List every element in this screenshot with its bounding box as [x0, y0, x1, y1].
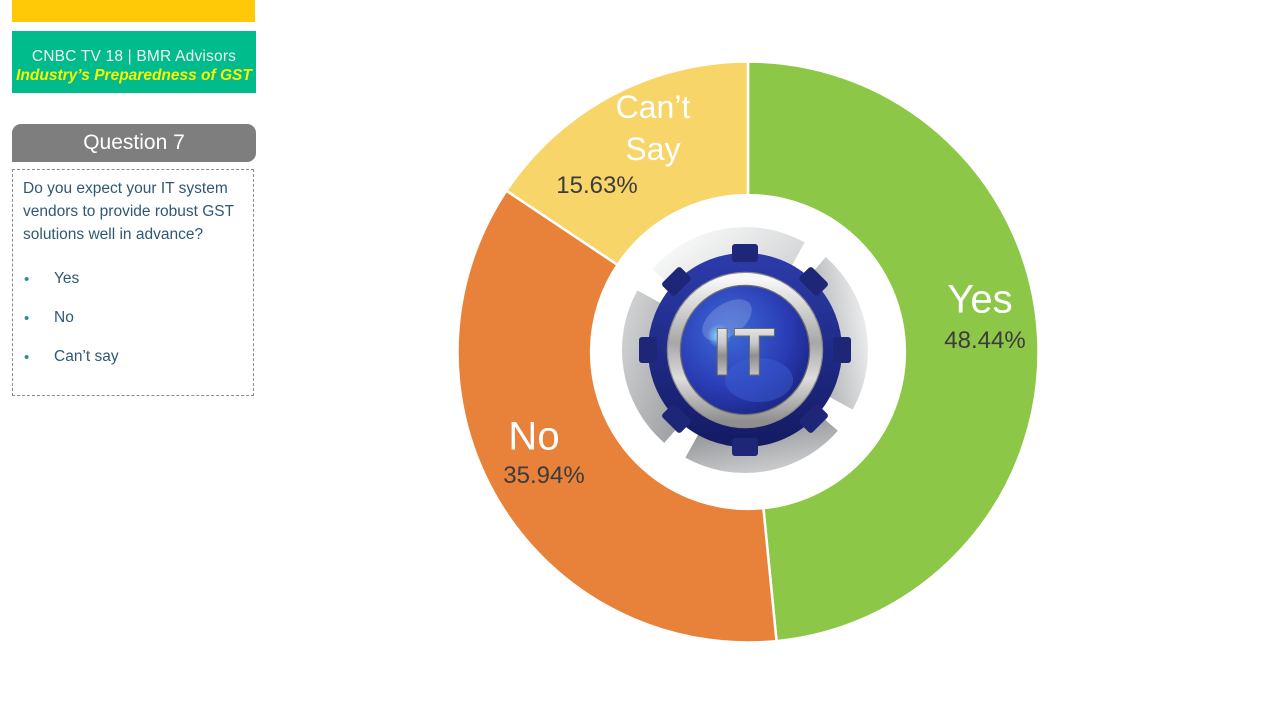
brand-title: CNBC TV 18 | BMR Advisors — [31, 48, 237, 65]
slice-label-no: No — [508, 414, 560, 459]
brand-box: CNBC TV 18 | BMR Advisors Industry’s Pre… — [12, 31, 256, 93]
slice-value-yes: 48.44% — [944, 327, 1026, 354]
logo-it-text: IT — [713, 314, 777, 390]
question-options-list: Yes No Can’t say — [23, 271, 243, 367]
slice-value-cant-say: 15.63% — [556, 172, 638, 199]
question-option-no: No — [23, 310, 243, 328]
logo-gear-ring — [639, 244, 851, 456]
logo-center: IT — [681, 286, 809, 414]
question-header: Question 7 — [12, 124, 256, 162]
slice-label-cant-say: Can’t Say — [615, 89, 691, 167]
donut-slice-yes — [746, 60, 1040, 643]
slice-value-no: 35.94% — [503, 462, 585, 489]
donut-slice-no — [456, 189, 778, 644]
brand-accent-bar — [12, 0, 255, 22]
question-box: Do you expect your IT system vendors to … — [12, 169, 254, 396]
question-option-cant-say: Can’t say — [23, 349, 243, 367]
brand-subtitle: Industry’s Preparedness of GST — [16, 67, 252, 84]
logo-silver-ring — [666, 271, 824, 429]
donut-slice-can-t-say — [505, 60, 750, 267]
donut-svg — [456, 60, 1040, 644]
donut-chart: IT Yes 48.44% No 35.94% Can’t Say 15.63% — [456, 60, 1040, 644]
question-option-yes: Yes — [23, 271, 243, 289]
it-logo: IT — [621, 226, 869, 474]
slice-label-yes: Yes — [947, 277, 1013, 322]
question-text: Do you expect your IT system vendors to … — [23, 180, 234, 243]
